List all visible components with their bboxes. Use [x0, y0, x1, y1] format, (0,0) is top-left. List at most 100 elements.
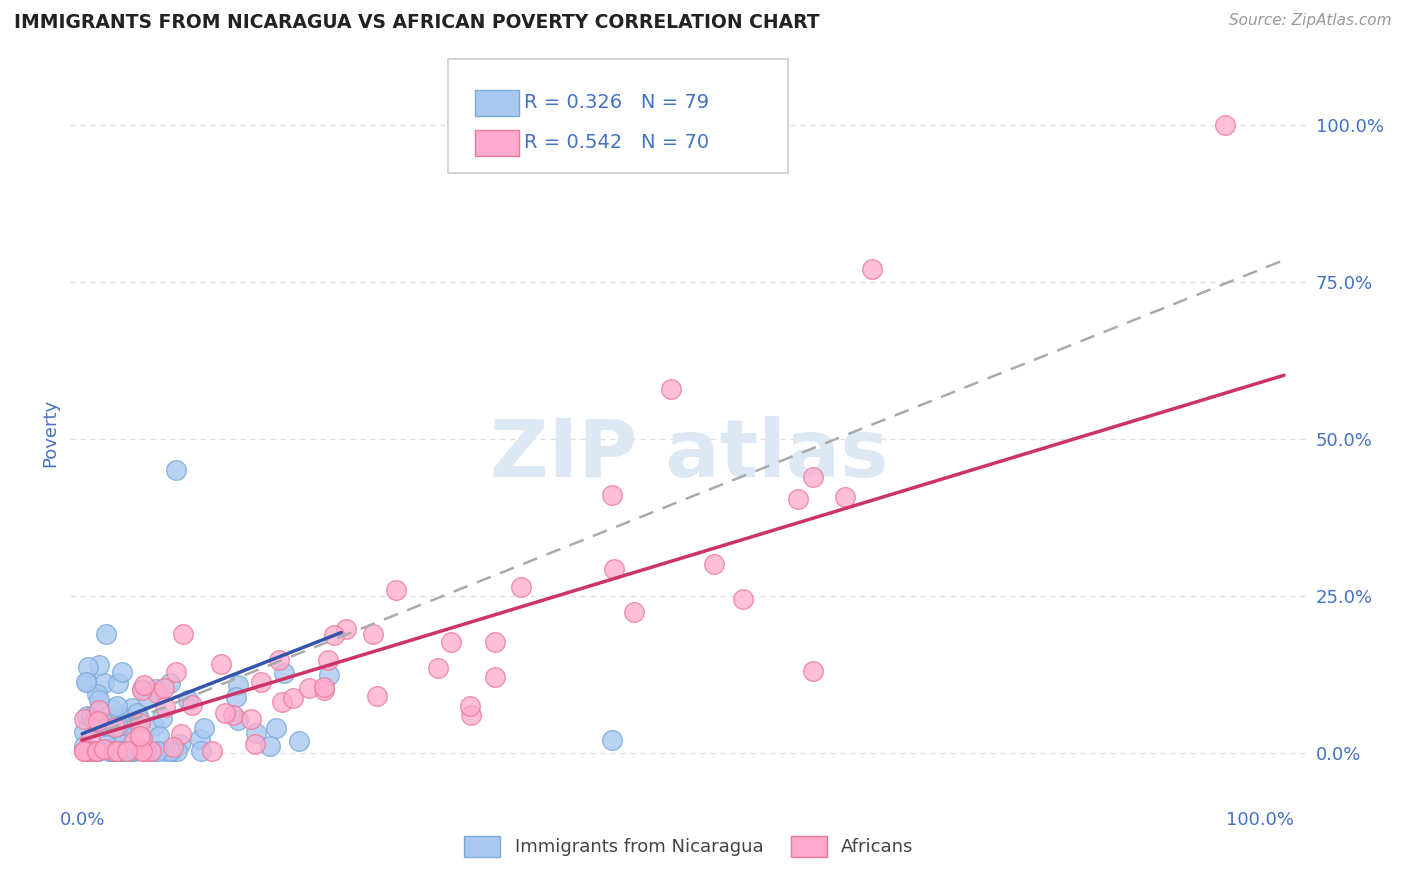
- Point: [94, 627, 117, 641]
- Point: [96, 719, 118, 733]
- Point: [110, 709, 132, 723]
- Point: [239, 712, 262, 726]
- Point: [484, 670, 506, 684]
- Point: [209, 657, 232, 671]
- Point: [100, 741, 122, 756]
- Point: [115, 744, 138, 758]
- Point: [165, 463, 187, 477]
- Point: [172, 626, 194, 640]
- Point: [103, 744, 125, 758]
- Point: [105, 744, 128, 758]
- Point: [153, 744, 176, 758]
- Point: [165, 665, 187, 679]
- Point: [121, 701, 143, 715]
- Point: [201, 744, 224, 758]
- Point: [86, 744, 108, 758]
- Point: [87, 703, 110, 717]
- Point: [86, 744, 108, 758]
- Point: [105, 699, 128, 714]
- Point: [91, 716, 114, 731]
- Point: [152, 681, 174, 695]
- Point: [298, 681, 321, 695]
- Point: [122, 734, 145, 748]
- Point: [271, 695, 294, 709]
- Text: Source: ZipAtlas.com: Source: ZipAtlas.com: [1229, 13, 1392, 29]
- Text: R = 0.542   N = 70: R = 0.542 N = 70: [524, 133, 710, 152]
- Text: IMMIGRANTS FROM NICARAGUA VS AFRICAN POVERTY CORRELATION CHART: IMMIGRANTS FROM NICARAGUA VS AFRICAN POV…: [14, 13, 820, 32]
- Point: [166, 744, 188, 758]
- Point: [193, 721, 215, 735]
- Point: [323, 627, 346, 641]
- Point: [312, 681, 335, 695]
- Point: [111, 744, 134, 758]
- Point: [318, 668, 340, 682]
- Point: [146, 686, 169, 700]
- Point: [104, 720, 127, 734]
- Point: [159, 676, 181, 690]
- Point: [128, 716, 150, 731]
- Text: ZIP atlas: ZIP atlas: [489, 416, 889, 494]
- Point: [114, 744, 136, 758]
- Point: [162, 739, 184, 754]
- Point: [222, 707, 245, 722]
- Point: [86, 687, 108, 701]
- Point: [623, 605, 645, 619]
- Point: [600, 488, 623, 502]
- Point: [101, 702, 124, 716]
- Point: [94, 738, 117, 752]
- Point: [188, 731, 211, 746]
- Point: [170, 727, 193, 741]
- Point: [312, 683, 335, 698]
- Point: [510, 581, 533, 595]
- Point: [76, 674, 98, 689]
- Point: [335, 622, 357, 636]
- Point: [105, 744, 128, 758]
- Point: [181, 698, 204, 713]
- Point: [316, 653, 339, 667]
- Point: [603, 562, 626, 576]
- Point: [703, 558, 725, 572]
- Point: [484, 634, 506, 648]
- Point: [114, 712, 136, 726]
- Point: [80, 744, 103, 758]
- Point: [101, 744, 124, 758]
- Point: [288, 733, 311, 747]
- FancyBboxPatch shape: [447, 59, 787, 173]
- Legend: Immigrants from Nicaragua, Africans: Immigrants from Nicaragua, Africans: [457, 829, 921, 864]
- Point: [132, 678, 155, 692]
- Point: [139, 744, 162, 758]
- Point: [73, 713, 96, 727]
- Point: [266, 721, 288, 735]
- Point: [134, 744, 156, 758]
- Point: [460, 699, 482, 714]
- Point: [366, 689, 388, 703]
- Point: [834, 490, 856, 504]
- Point: [281, 690, 304, 705]
- Point: [245, 726, 267, 740]
- Point: [87, 658, 110, 673]
- Point: [84, 713, 107, 727]
- Point: [860, 262, 883, 277]
- Point: [440, 635, 463, 649]
- Point: [98, 744, 121, 758]
- Point: [243, 737, 266, 751]
- Point: [107, 719, 129, 733]
- Point: [73, 744, 96, 758]
- Point: [145, 744, 167, 758]
- FancyBboxPatch shape: [475, 89, 519, 116]
- Point: [87, 714, 110, 729]
- Point: [91, 715, 114, 730]
- Point: [112, 744, 135, 758]
- Point: [76, 744, 98, 758]
- Point: [98, 744, 121, 758]
- Point: [225, 690, 247, 705]
- Point: [129, 713, 152, 727]
- Point: [127, 706, 149, 720]
- Point: [136, 690, 159, 704]
- Point: [273, 665, 295, 680]
- Point: [460, 708, 482, 723]
- Point: [73, 725, 96, 739]
- Point: [83, 714, 105, 728]
- Point: [131, 744, 153, 758]
- Point: [131, 731, 153, 745]
